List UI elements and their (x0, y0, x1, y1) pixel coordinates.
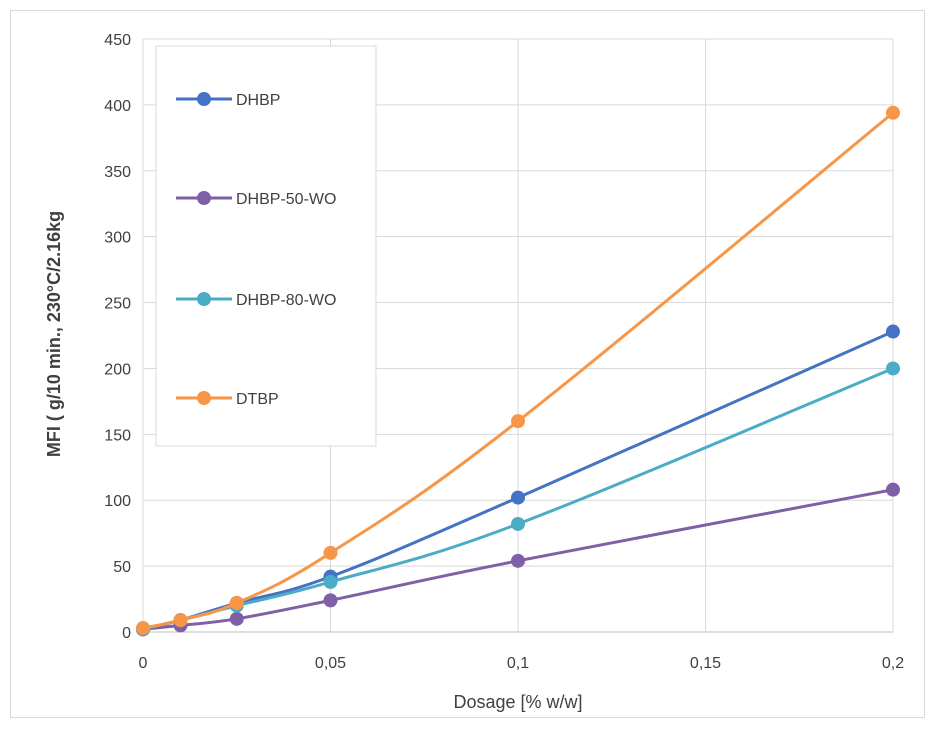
legend-item-dhbp: DHBP (176, 92, 280, 109)
legend-box (155, 45, 377, 447)
legend-label: DHBP (236, 92, 280, 109)
data-point-dtbp (136, 621, 150, 636)
data-point-dhbp-50-wo (323, 593, 338, 608)
y-axis-ticks: 0 50 100 150 200 250 300 350 400 450 (104, 32, 131, 642)
x-tick-label: 0 (139, 655, 148, 672)
legend-swatch-marker (197, 391, 211, 405)
data-point-dtbp (229, 596, 244, 611)
y-tick-label: 0 (122, 625, 131, 642)
data-point-dhbp (886, 324, 900, 339)
legend-label: DTBP (236, 391, 279, 408)
data-point-dtbp (173, 613, 188, 628)
legend: DHBP DHBP-50-WO DHBP-80-WO DTBP (155, 45, 377, 447)
series-line-dtbp (142, 111, 894, 630)
y-tick-label: 200 (104, 361, 131, 378)
data-point-dhbp-50-wo (511, 553, 525, 568)
y-tick-label: 150 (104, 427, 131, 444)
data-point-dtbp (886, 105, 900, 120)
data-point-dhbp-80-wo (886, 361, 900, 376)
x-tick-label: 0,1 (507, 655, 529, 672)
legend-swatch-marker (197, 92, 211, 106)
data-point-dhbp (511, 490, 525, 505)
data-point-dhbp-80-wo (323, 574, 338, 589)
y-tick-label: 400 (104, 98, 131, 115)
x-axis-title: Dosage [% w/w] (453, 692, 582, 712)
legend-swatch-marker (197, 191, 211, 205)
y-tick-label: 100 (104, 493, 131, 510)
y-tick-label: 50 (113, 559, 131, 576)
y-tick-label: 250 (104, 296, 131, 313)
data-point-dhbp-80-wo (511, 516, 525, 531)
data-point-dhbp-50-wo (229, 611, 244, 626)
y-tick-label: 350 (104, 164, 131, 181)
series-lines (136, 105, 900, 637)
legend-item-dtbp: DTBP (176, 391, 279, 408)
legend-item-dhbp-80-wo: DHBP-80-WO (176, 292, 336, 309)
y-tick-label: 450 (104, 32, 131, 49)
y-tick-label: 300 (104, 230, 131, 247)
legend-label: DHBP-80-WO (236, 292, 336, 309)
data-point-dtbp (323, 545, 338, 560)
x-axis-ticks: 0 0,05 0,1 0,15 0,2 (139, 655, 905, 672)
x-tick-label: 0,05 (315, 655, 346, 672)
y-axis-title: MFI ( g/10 min., 230°C/2.16kg (44, 211, 64, 457)
x-tick-label: 0,2 (882, 655, 904, 672)
data-point-dhbp-50-wo (886, 482, 900, 497)
series-dtbp (136, 105, 900, 636)
legend-item-dhbp-50-wo: DHBP-50-WO (176, 191, 336, 208)
legend-swatch-marker (197, 292, 211, 306)
x-tick-label: 0,15 (690, 655, 721, 672)
data-point-dtbp (511, 414, 525, 429)
legend-label: DHBP-50-WO (236, 191, 336, 208)
